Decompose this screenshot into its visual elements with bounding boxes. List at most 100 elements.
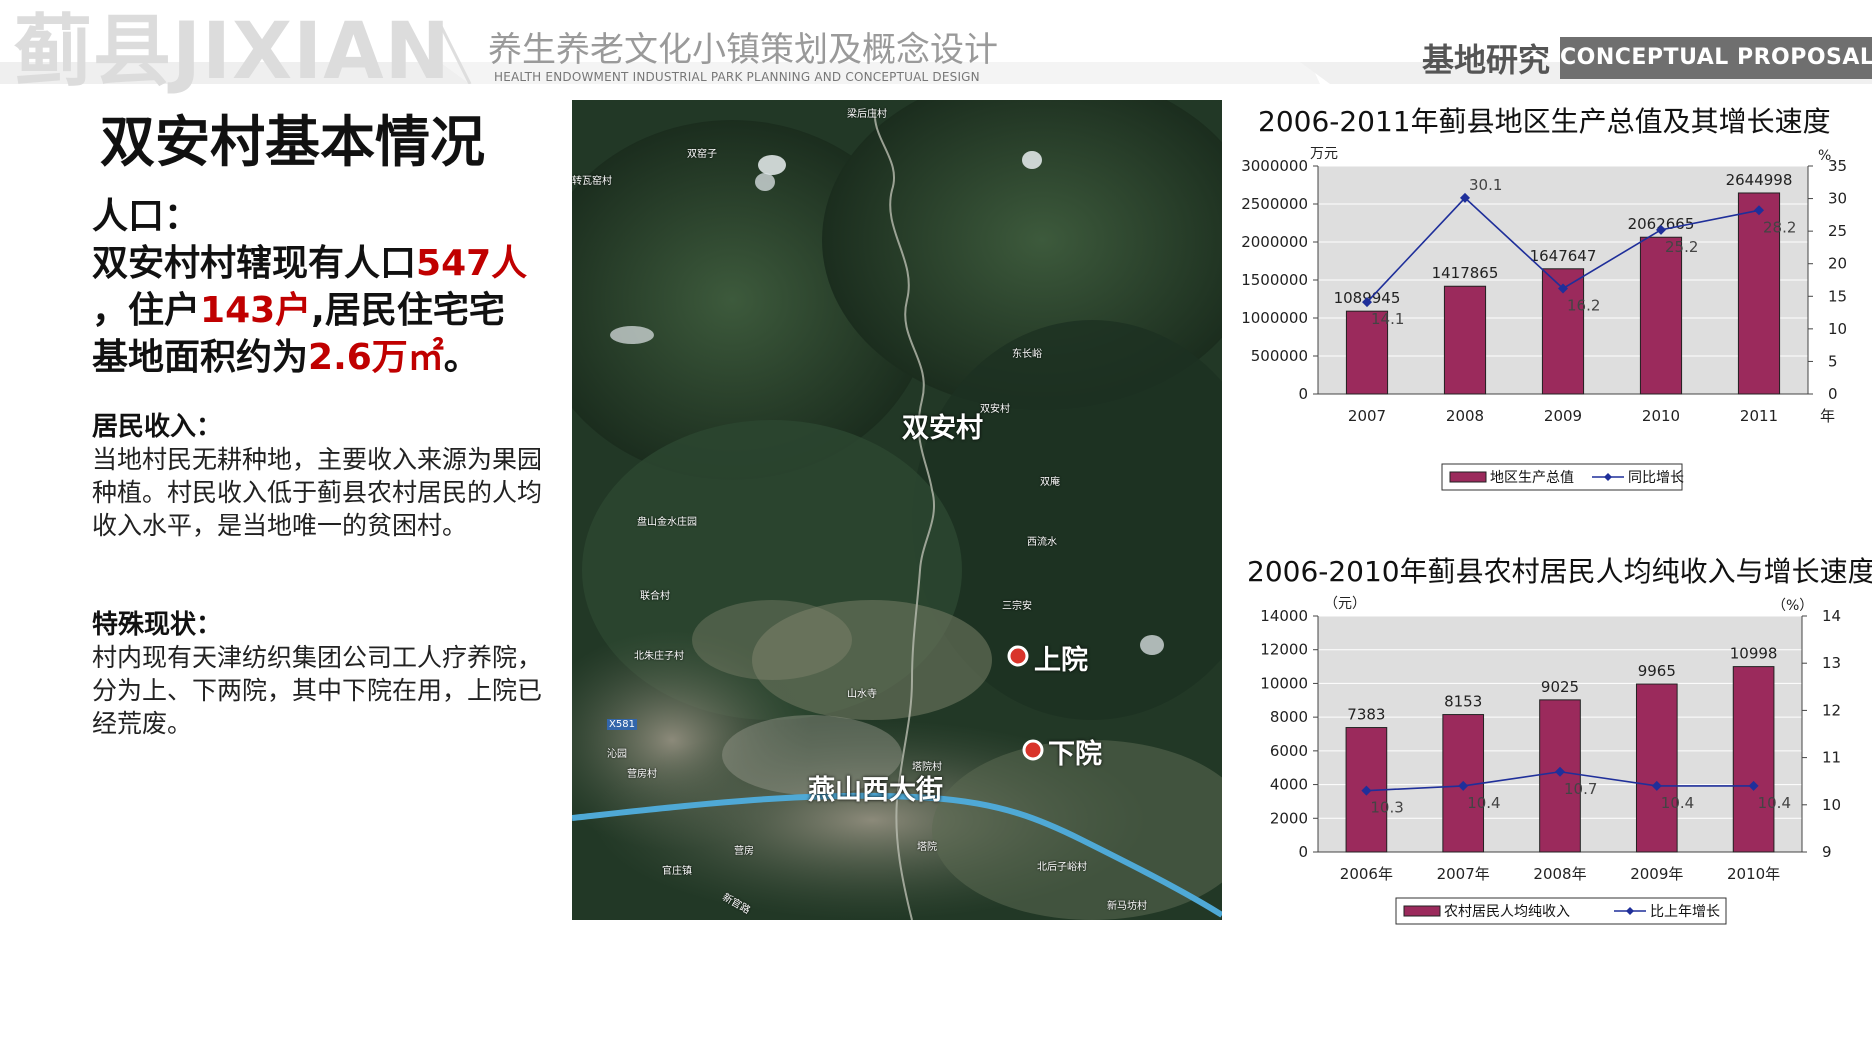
chart-y-tick-label: 8000	[1270, 708, 1308, 726]
chart-y2-tick-label: 0	[1828, 385, 1838, 403]
chart-bar	[1443, 285, 1487, 395]
chart-legend-line-marker	[1604, 473, 1612, 481]
chart-y-tick-label: 4000	[1270, 776, 1308, 794]
chart-legend-line-label: 同比增长	[1628, 470, 1684, 486]
chart-y2-tick-label: 15	[1828, 287, 1847, 305]
chart-y-tick-label: 3000000	[1241, 157, 1308, 175]
chart-legend-bar-label: 地区生产总值	[1490, 470, 1574, 486]
chart-x-tick-label: 2008	[1446, 407, 1484, 425]
map-place: 转瓦窑村	[572, 176, 612, 187]
chart-bar-label: 9025	[1541, 678, 1579, 696]
chart-line-point	[1558, 283, 1568, 294]
map-label-village: 双安村	[902, 413, 983, 444]
household-count: 143户	[200, 290, 312, 331]
population-line-3-text: 基地面积约为	[92, 337, 309, 378]
population-line-1: 双安村村辖现有人口547人	[92, 240, 527, 287]
chart-line-point	[1656, 224, 1666, 235]
population-line-2: ，住户143户,居民住宅宅	[92, 287, 505, 334]
map-place: 盘山金水庄园	[637, 517, 697, 528]
chart-bar	[1635, 683, 1678, 853]
special-status-text: 村内现有天津纺织集团公司工人疗养院，分为上、下两院，其中下院在用，上院已经荒废。	[92, 643, 543, 738]
chart-x-tick-label: 2006年	[1340, 865, 1393, 883]
upper-courtyard-marker	[1007, 645, 1029, 667]
map-place: 营房村	[627, 769, 657, 780]
map-place: 梁后庄村	[847, 109, 887, 120]
chart-y-tick-label: 2000000	[1241, 233, 1308, 251]
map-place: 联合村	[640, 591, 670, 602]
lower-courtyard-marker	[1022, 739, 1044, 761]
chart-y2-tick-label: 11	[1822, 749, 1841, 767]
chart-y2-tick-label: 9	[1822, 843, 1832, 861]
chart-y2-tick-label: 5	[1828, 352, 1838, 370]
chart-x-tick-label: 2009	[1544, 407, 1582, 425]
chart-line-point	[1362, 297, 1372, 308]
section-label: 基地研究	[1422, 41, 1551, 79]
chart-x-tick-label: 2011	[1740, 407, 1778, 425]
chart-line-point	[1754, 205, 1764, 216]
map-place: 三宗安	[1002, 601, 1032, 612]
map-place: 官庄镇	[662, 866, 692, 877]
chart-x-tick-label: 2010	[1642, 407, 1680, 425]
chart-x-unit: 年	[1820, 407, 1835, 425]
chart-bar-label: 9965	[1638, 662, 1676, 680]
chart-y2-tick-label: 10	[1822, 796, 1841, 814]
chart-legend-bar-swatch	[1403, 905, 1441, 917]
map-label-lower: 下院	[1048, 739, 1102, 770]
chart-bar-label: 2644998	[1726, 171, 1793, 189]
chart-bar-label: 10998	[1730, 645, 1778, 663]
chart-y-tick-label: 1500000	[1241, 271, 1308, 289]
chart-bar	[1345, 310, 1389, 395]
chart-bar-label: 8153	[1444, 693, 1482, 711]
chart-y2-tick-label: 25	[1828, 222, 1847, 240]
chart-legend-bar-label: 农村居民人均纯收入	[1444, 904, 1570, 920]
chart-line-point	[1361, 785, 1372, 796]
chart-line-point	[1748, 780, 1759, 791]
chart-bar-label: 2062665	[1628, 215, 1695, 233]
chart-y-tick-label: 10000	[1260, 674, 1308, 692]
special-status-heading: 特殊现状：	[92, 610, 223, 640]
map-place: 营房	[734, 846, 754, 857]
chart-y2-tick-label: 14	[1822, 607, 1841, 625]
map-place: 西流水	[1027, 537, 1057, 548]
chart-line-point	[1651, 780, 1662, 791]
chart-y2-unit: （%）	[1772, 598, 1813, 614]
conceptual-proposal-tag: CONCEPTUAL PROPOSAL	[1560, 37, 1872, 79]
map-place: 沁园	[607, 749, 627, 760]
chart-line-label: 10.3	[1370, 799, 1403, 817]
chart-y-tick-label: 14000	[1260, 607, 1308, 625]
header-subtitle: HEALTH ENDOWMENT INDUSTRIAL PARK PLANNIN…	[494, 70, 980, 84]
map-place: 塔院	[917, 842, 937, 853]
map-place: 北后子峪村	[1037, 862, 1087, 873]
chart-legend-box	[1395, 897, 1727, 925]
chart-legend-bar-swatch	[1449, 471, 1487, 483]
chart-y-tick-label: 0	[1298, 843, 1308, 861]
map-place: 新马坊村	[1107, 901, 1147, 912]
map-place: 山水寺	[847, 689, 877, 700]
chart-bar-label: 1647647	[1530, 247, 1597, 265]
chart-x-tick-label: 2010年	[1727, 865, 1780, 883]
page-title: 双安村基本情况	[100, 110, 486, 174]
map-road-sign: X581	[607, 719, 637, 730]
chart-line-label: 10.7	[1564, 780, 1597, 798]
chart-line-point	[1460, 192, 1470, 203]
population-line-3: 基地面积约为2.6万㎡。	[92, 334, 480, 381]
chart-y2-tick-label: 12	[1822, 701, 1841, 719]
chart1-gdp: 3000000 2500000 2000000 1500000 1000000 50000…	[1241, 146, 1847, 491]
header-title: 养生养老文化小镇策划及概念设计	[488, 30, 998, 70]
map-place: 双窑子	[687, 149, 717, 160]
chart-bar	[1639, 236, 1683, 395]
population-count: 547人	[416, 243, 528, 284]
chart-x-tick-label: 2007年	[1437, 865, 1490, 883]
satellite-map: 双安村 上院 下院 燕山西大街 梁后庄村 双窑子 转瓦窑村 东长峪 双安村 双庵…	[572, 100, 1222, 920]
chart-line-label: 30.1	[1469, 176, 1502, 194]
chart-line-label: 14.1	[1371, 310, 1404, 328]
map-label-upper: 上院	[1034, 645, 1088, 676]
chart2-title: 2006-2010年蓟县农村居民人均纯收入与增长速度	[1247, 555, 1872, 588]
chart-line-point	[1458, 780, 1469, 791]
chart-bar-label: 7383	[1347, 706, 1385, 724]
chart-x-tick-label: 2008年	[1533, 865, 1586, 883]
chart1-title: 2006-2011年蓟县地区生产总值及其增长速度	[1258, 105, 1831, 138]
chart-y-tick-label: 12000	[1260, 641, 1308, 659]
chart-line-label: 10.4	[1661, 794, 1694, 812]
income-heading: 居民收入：	[92, 412, 223, 442]
